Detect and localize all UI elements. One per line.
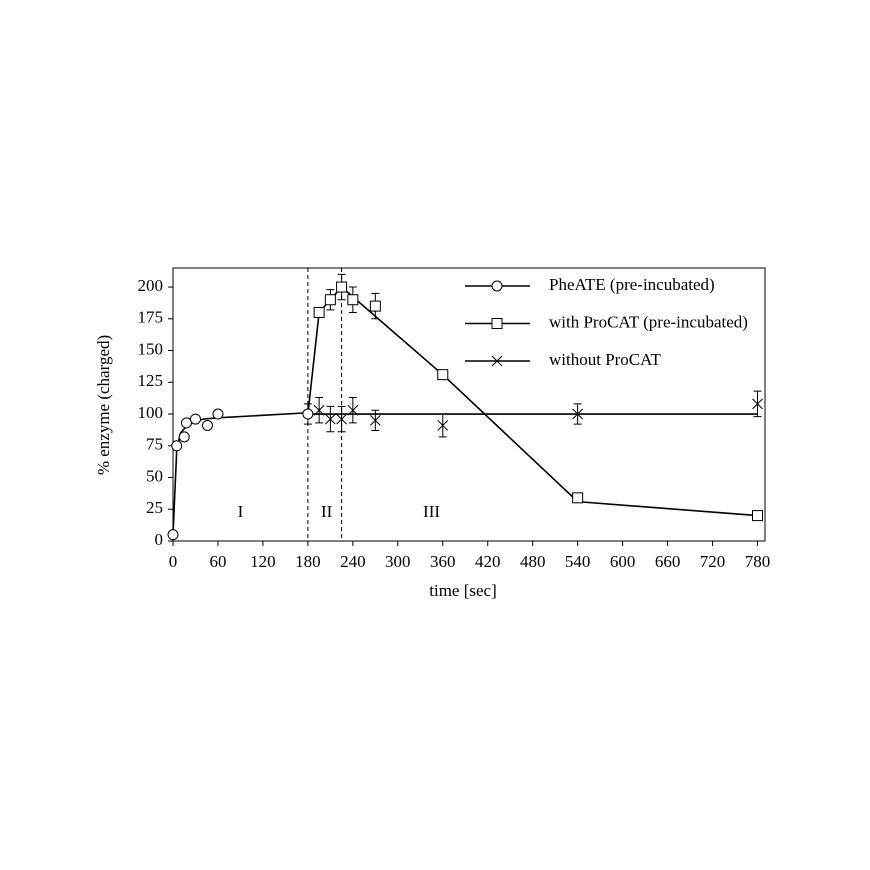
marker [347, 404, 359, 416]
marker [347, 294, 359, 306]
y-tick-label: 0 [155, 530, 164, 549]
legend-marker [491, 318, 503, 329]
marker [752, 510, 764, 522]
marker [313, 404, 325, 416]
legend-label: without ProCAT [549, 350, 662, 369]
y-tick-label: 150 [138, 339, 164, 358]
marker [437, 369, 449, 381]
marker [167, 529, 179, 541]
marker [201, 419, 213, 431]
y-tick-label: 100 [138, 403, 164, 422]
x-tick-label: 420 [475, 552, 501, 571]
legend-marker [491, 280, 503, 292]
marker [212, 408, 224, 420]
x-tick-label: 720 [700, 552, 726, 571]
plot-frame [172, 267, 766, 542]
x-tick-label: 0 [169, 552, 178, 571]
phase-label: I [238, 502, 244, 521]
y-tick-label: 125 [138, 371, 164, 390]
marker [437, 420, 449, 431]
x-tick-label: 600 [610, 552, 636, 571]
x-tick-label: 180 [295, 552, 321, 571]
y-tick-label: 200 [138, 276, 164, 295]
marker [336, 281, 348, 293]
x-tick-label: 120 [250, 552, 276, 571]
legend-marker [491, 355, 503, 367]
x-tick-label: 480 [520, 552, 546, 571]
marker [324, 294, 336, 306]
x-tick-label: 360 [430, 552, 456, 571]
x-tick-label: 60 [209, 552, 226, 571]
legend-label: PheATE (pre-incubated) [549, 275, 715, 294]
phase-label: II [321, 502, 333, 521]
x-tick-label: 660 [655, 552, 681, 571]
marker [302, 408, 314, 420]
marker [171, 440, 183, 452]
marker [369, 300, 381, 312]
marker [369, 415, 381, 426]
marker [752, 398, 763, 410]
x-tick-label: 780 [745, 552, 771, 571]
phase-label: III [423, 502, 440, 521]
x-tick-label: 540 [565, 552, 591, 571]
marker [178, 431, 190, 443]
marker [336, 413, 347, 425]
y-tick-label: 25 [146, 498, 163, 517]
y-axis-label: % enzyme (charged) [94, 335, 113, 475]
y-tick-label: 75 [146, 435, 163, 454]
marker [572, 408, 584, 420]
marker [180, 417, 192, 429]
legend-label: with ProCAT (pre-incubated) [549, 312, 748, 331]
marker [189, 413, 201, 425]
x-axis-label: time [sec] [429, 581, 497, 600]
marker [572, 492, 584, 504]
marker [313, 306, 325, 318]
x-tick-label: 300 [385, 552, 411, 571]
y-tick-label: 175 [138, 308, 164, 327]
y-tick-label: 50 [146, 466, 163, 485]
marker [325, 413, 336, 425]
x-tick-label: 240 [340, 552, 366, 571]
